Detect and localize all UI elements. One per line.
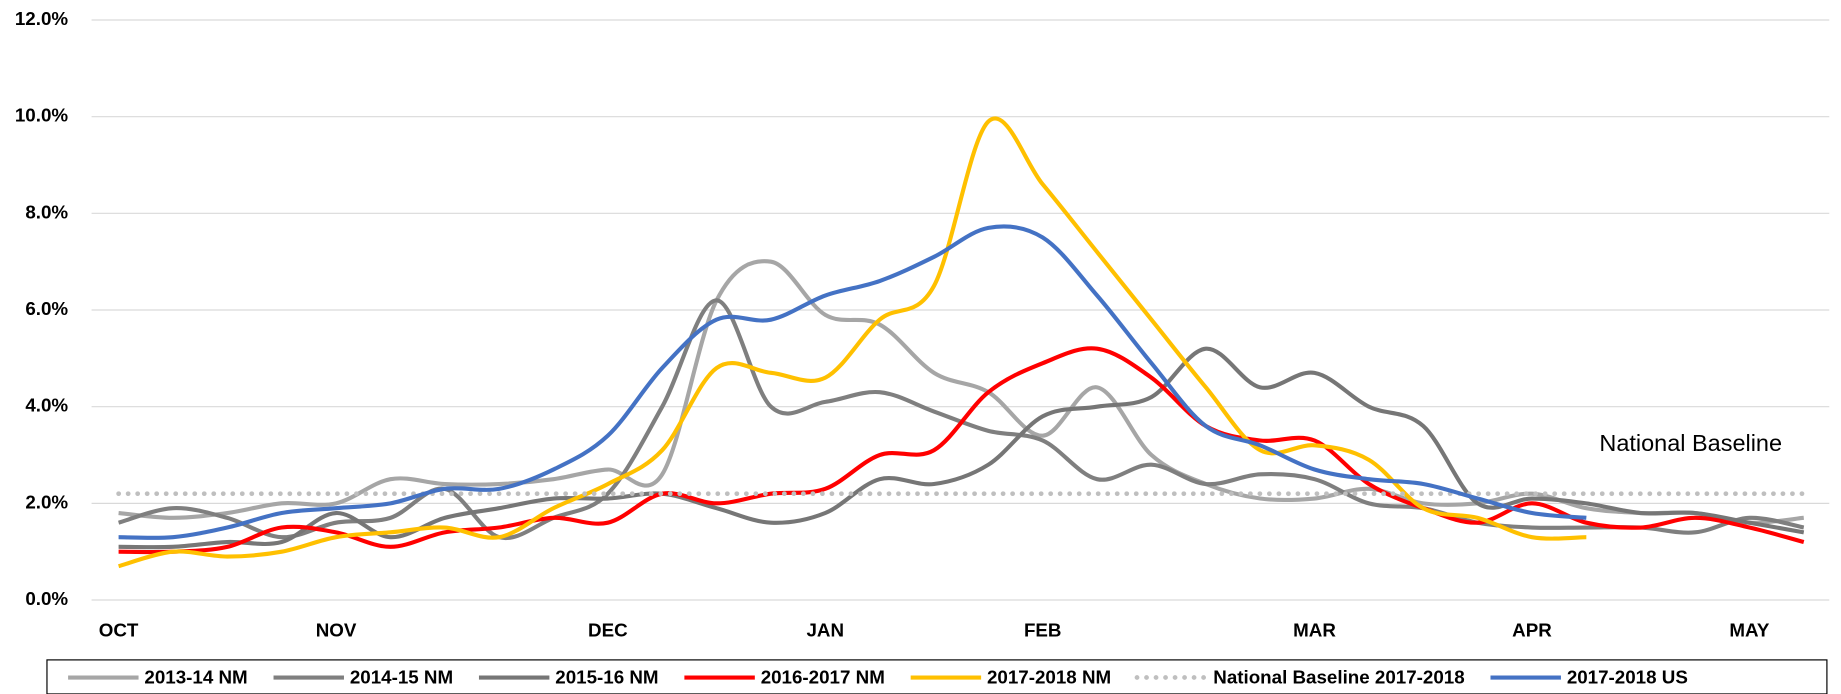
y-tick-label: 6.0% bbox=[25, 298, 68, 319]
x-tick-label: FEB bbox=[1024, 620, 1062, 641]
legend-label: 2017-2018 NM bbox=[987, 667, 1111, 688]
legend-label: 2016-2017 NM bbox=[761, 667, 885, 688]
series-line bbox=[118, 346, 1805, 555]
x-tick-label: JAN bbox=[807, 620, 845, 641]
series-line bbox=[118, 259, 1804, 525]
legend-label: 2013-14 NM bbox=[144, 667, 247, 688]
y-tick-label: 10.0% bbox=[15, 105, 69, 126]
series-line bbox=[118, 116, 1587, 569]
y-tick-label: 12.0% bbox=[15, 8, 69, 29]
y-tick-label: 8.0% bbox=[25, 201, 68, 222]
series-line bbox=[118, 346, 1805, 550]
series-line bbox=[118, 224, 1587, 540]
legend-label: 2015-16 NM bbox=[555, 667, 658, 688]
x-tick-label: APR bbox=[1512, 620, 1552, 641]
x-tick-label: MAY bbox=[1729, 620, 1769, 641]
y-tick-label: 4.0% bbox=[25, 395, 68, 416]
legend-label: National Baseline 2017-2018 bbox=[1213, 667, 1464, 688]
series-line bbox=[118, 298, 1805, 541]
x-tick-label: OCT bbox=[99, 620, 139, 641]
x-tick-label: MAR bbox=[1293, 620, 1336, 641]
legend-label: 2014-15 NM bbox=[350, 667, 453, 688]
y-tick-label: 2.0% bbox=[25, 491, 68, 512]
y-tick-label: 0.0% bbox=[25, 588, 68, 609]
annotation: National Baseline bbox=[1599, 430, 1782, 456]
legend-label: 2017-2018 US bbox=[1567, 667, 1688, 688]
legend: 2013-14 NM 2014-15 NM 2015-16 NM 2016-2017 … bbox=[68, 667, 1688, 688]
x-tick-label: NOV bbox=[316, 620, 357, 641]
x-tick-label: DEC bbox=[588, 620, 628, 641]
